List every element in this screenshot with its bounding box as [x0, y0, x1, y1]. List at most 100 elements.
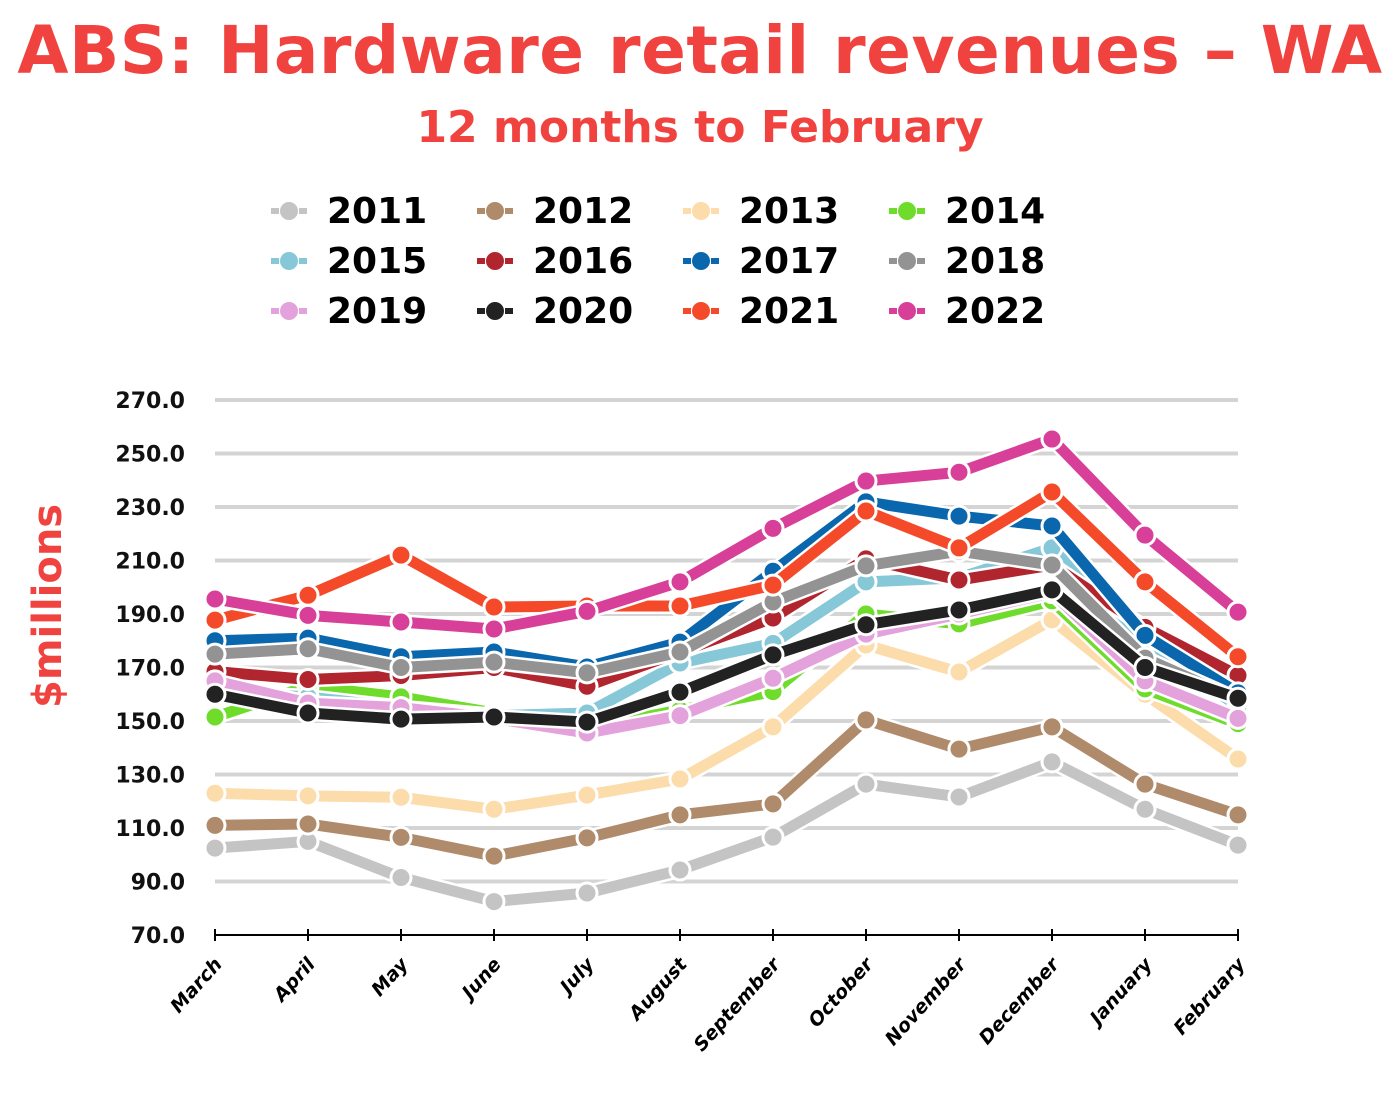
- data-point: [296, 637, 320, 661]
- data-point: [761, 643, 785, 667]
- x-tick-label: March: [166, 954, 226, 1018]
- legend-label: 2016: [533, 240, 634, 282]
- data-point: [575, 710, 599, 734]
- legend-item-2011: 2011: [265, 190, 471, 232]
- data-point: [668, 570, 692, 594]
- legend-item-2019: 2019: [265, 290, 471, 332]
- data-point: [296, 583, 320, 607]
- data-point: [761, 792, 785, 816]
- series-line: [214, 614, 1242, 815]
- data-point: [203, 836, 227, 860]
- legend-item-2020: 2020: [471, 290, 677, 332]
- data-point: [296, 812, 320, 836]
- x-tick-label: April: [268, 953, 320, 1007]
- x-tick-label: July: [553, 952, 600, 1000]
- data-point: [761, 573, 785, 597]
- legend-item-2022: 2022: [883, 290, 1089, 332]
- y-tick-label: 170.0: [115, 657, 185, 682]
- legend-marker-icon: [883, 251, 931, 271]
- legend-label: 2015: [327, 240, 428, 282]
- data-point: [1226, 600, 1250, 624]
- data-point: [947, 785, 971, 809]
- data-point: [854, 772, 878, 796]
- legend-marker-icon: [677, 201, 725, 221]
- data-point: [482, 797, 506, 821]
- data-point: [947, 460, 971, 484]
- legend-label: 2019: [327, 290, 428, 332]
- legend-label: 2018: [945, 240, 1046, 282]
- data-point: [296, 603, 320, 627]
- data-point: [1226, 645, 1250, 669]
- data-point: [854, 708, 878, 732]
- x-tick-label: May: [367, 952, 414, 1000]
- legend-marker-icon: [883, 301, 931, 321]
- data-point: [947, 660, 971, 684]
- data-point: [389, 825, 413, 849]
- data-point: [203, 705, 227, 729]
- legend-marker-icon: [471, 251, 519, 271]
- y-tick-label: 270.0: [115, 389, 185, 414]
- data-point: [947, 568, 971, 592]
- y-tick-label: 190.0: [115, 603, 185, 628]
- data-point: [854, 613, 878, 637]
- data-point: [1040, 480, 1064, 504]
- legend-item-2012: 2012: [471, 190, 677, 232]
- x-tick-label: November: [881, 952, 972, 1050]
- legend-label: 2012: [533, 190, 634, 232]
- legend-label: 2022: [945, 290, 1046, 332]
- data-point: [1226, 833, 1250, 857]
- data-point: [575, 599, 599, 623]
- series-2022: [203, 427, 1250, 641]
- data-point: [1226, 686, 1250, 710]
- x-tick-label: December: [975, 952, 1065, 1049]
- data-point: [854, 499, 878, 523]
- data-point: [389, 785, 413, 809]
- data-point: [575, 881, 599, 905]
- data-point: [1040, 514, 1064, 538]
- data-point: [389, 656, 413, 679]
- y-tick-label: 210.0: [115, 550, 185, 575]
- legend-label: 2011: [327, 190, 428, 232]
- x-tick-label: October: [804, 952, 879, 1031]
- series-line: [214, 714, 1240, 862]
- data-point: [1226, 747, 1250, 771]
- legend-label: 2017: [739, 240, 840, 282]
- data-point: [1226, 803, 1250, 827]
- data-point: [854, 469, 878, 493]
- y-tick-label: 150.0: [115, 710, 185, 735]
- chart-subtitle: 12 months to February: [416, 102, 984, 153]
- series-line: [214, 433, 1242, 635]
- data-point: [482, 705, 506, 729]
- legend-item-2021: 2021: [677, 290, 883, 332]
- data-point: [389, 707, 413, 731]
- legend: 2011 2012 2013 2014 2015 2016 2017 2018 2019 2020…: [265, 190, 1085, 332]
- y-axis-ticks: 70.0 90.0 110.0 130.0 150.0 170.0 190.0 210.0 23…: [115, 389, 185, 949]
- data-point: [296, 668, 320, 692]
- y-tick-label: 130.0: [115, 764, 185, 789]
- data-point: [668, 704, 692, 728]
- series-line: [214, 756, 1240, 908]
- x-tick-label: February: [1169, 952, 1250, 1039]
- data-point: [761, 666, 785, 690]
- data-point: [482, 595, 506, 619]
- data-point: [203, 642, 227, 666]
- legend-marker-icon: [677, 301, 725, 321]
- data-point: [1226, 706, 1250, 730]
- legend-item-2016: 2016: [471, 240, 677, 282]
- data-point: [668, 767, 692, 791]
- data-point: [203, 608, 227, 632]
- data-point: [389, 543, 413, 567]
- legend-label: 2021: [739, 290, 840, 332]
- series-line: [214, 545, 1241, 705]
- legend-item-2014: 2014: [883, 190, 1089, 232]
- data-point: [947, 536, 971, 560]
- series-lines: [203, 427, 1250, 914]
- data-point: [947, 504, 971, 528]
- legend-marker-icon: [471, 301, 519, 321]
- y-tick-label: 110.0: [115, 817, 185, 842]
- data-point: [761, 715, 785, 739]
- x-tick-label: January: [1083, 952, 1158, 1031]
- data-point: [575, 826, 599, 850]
- data-point: [203, 813, 227, 837]
